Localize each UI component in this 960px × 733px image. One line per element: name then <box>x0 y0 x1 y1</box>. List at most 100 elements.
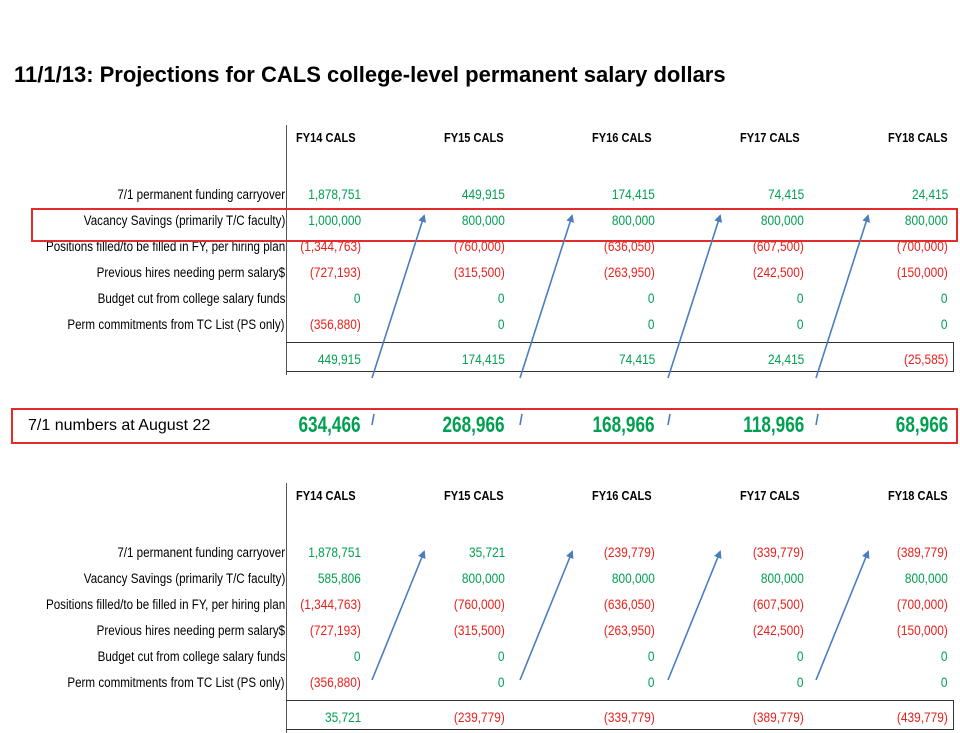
row-label: Vacancy Savings (primarily T/C faculty) <box>83 213 285 228</box>
column-header-4: FY17 CALS <box>740 488 800 503</box>
carryover-arrow <box>519 214 574 379</box>
table-cell: 0 <box>648 675 655 690</box>
total-cell: 449,915 <box>318 352 361 367</box>
row-label: Positions filled/to be filled in FY, per… <box>45 597 285 612</box>
total-cell: (25,585) <box>903 352 948 367</box>
august-value: 268,966 <box>442 412 505 437</box>
table-cell: 585,806 <box>318 571 361 586</box>
totals-box <box>286 342 954 372</box>
column-header-2: FY15 CALS <box>444 488 504 503</box>
table-cell: 800,000 <box>462 213 505 228</box>
table-cell: 35,721 <box>468 545 505 560</box>
row-label: Perm commitments from TC List (PS only) <box>67 317 285 332</box>
table-cell: 0 <box>648 649 655 664</box>
table-cell: 1,878,751 <box>308 187 361 202</box>
total-cell: 174,415 <box>462 352 505 367</box>
table-cell: (263,950) <box>604 623 655 638</box>
column-header-5: FY18 CALS <box>888 130 948 145</box>
column-header-5: FY18 CALS <box>888 488 948 503</box>
table-cell: (263,950) <box>604 265 655 280</box>
total-cell: 74,415 <box>618 352 655 367</box>
table-cell: (242,500) <box>753 623 804 638</box>
total-cell: 24,415 <box>767 352 804 367</box>
table-cell: 0 <box>941 317 948 332</box>
column-header-4: FY17 CALS <box>740 130 800 145</box>
august-value: 68,966 <box>895 412 948 437</box>
column-divider <box>286 125 287 375</box>
table-cell: 800,000 <box>612 571 655 586</box>
table-cell: (700,000) <box>897 597 948 612</box>
table-cell: 0 <box>498 675 505 690</box>
table-cell: (760,000) <box>454 239 505 254</box>
projection-table-1: FY14 CALS FY15 CALS FY16 CALS FY17 CALS FY18… <box>46 125 954 375</box>
table-cell: 800,000 <box>761 571 804 586</box>
table-cell: (315,500) <box>454 265 505 280</box>
table-cell: 800,000 <box>612 213 655 228</box>
row-label: Budget cut from college salary funds <box>97 649 285 664</box>
carryover-arrow <box>815 550 870 681</box>
table-cell: 74,415 <box>767 187 804 202</box>
table-cell: 0 <box>354 649 361 664</box>
table-cell: (1,344,763) <box>300 597 361 612</box>
table-cell: 800,000 <box>761 213 804 228</box>
table-cell: 800,000 <box>905 571 948 586</box>
table-cell: (150,000) <box>897 265 948 280</box>
carryover-arrow <box>371 550 426 681</box>
table-cell: 0 <box>648 291 655 306</box>
august-value: 168,966 <box>592 412 655 437</box>
column-header-2: FY15 CALS <box>444 130 504 145</box>
row-label: Perm commitments from TC List (PS only) <box>67 675 285 690</box>
row-label: Vacancy Savings (primarily T/C faculty) <box>83 571 285 586</box>
vacancy-savings-highlight-box <box>31 208 958 242</box>
table-cell: 24,415 <box>911 187 948 202</box>
arrow-stub <box>815 413 819 426</box>
table-cell: (356,880) <box>310 675 361 690</box>
row-label: Previous hires needing perm salary$ <box>96 265 285 280</box>
carryover-arrow <box>667 214 722 379</box>
table-cell: (1,344,763) <box>300 239 361 254</box>
column-header-1: FY14 CALS <box>296 130 356 145</box>
column-header-3: FY16 CALS <box>592 130 652 145</box>
table-cell: (339,779) <box>753 545 804 560</box>
table-cell: (150,000) <box>897 623 948 638</box>
table-cell: 800,000 <box>905 213 948 228</box>
table-cell: (636,050) <box>604 239 655 254</box>
row-label: 7/1 permanent funding carryover <box>117 187 285 202</box>
arrow-stub <box>519 413 523 426</box>
column-divider <box>286 483 287 733</box>
table-cell: (727,193) <box>310 623 361 638</box>
table-cell: (389,779) <box>897 545 948 560</box>
table-cell: 0 <box>797 317 804 332</box>
table-cell: 174,415 <box>612 187 655 202</box>
column-header-3: FY16 CALS <box>592 488 652 503</box>
table-cell: 0 <box>941 649 948 664</box>
row-label: Previous hires needing perm salary$ <box>96 623 285 638</box>
arrow-stub <box>371 413 375 426</box>
table-cell: 0 <box>498 291 505 306</box>
table-cell: (242,500) <box>753 265 804 280</box>
table-cell: 0 <box>498 649 505 664</box>
table-cell: 0 <box>941 675 948 690</box>
august-value: 118,966 <box>742 412 804 437</box>
table-cell: (727,193) <box>310 265 361 280</box>
august-value: 634,466 <box>298 412 361 437</box>
table-cell: 0 <box>941 291 948 306</box>
table-cell: 449,915 <box>462 187 505 202</box>
table-cell: 0 <box>498 317 505 332</box>
column-header-1: FY14 CALS <box>296 488 356 503</box>
row-label: 7/1 permanent funding carryover <box>117 545 285 560</box>
table-cell: (700,000) <box>897 239 948 254</box>
august-numbers-highlight-box <box>11 408 958 444</box>
slide-title: 11/1/13: Projections for CALS college-le… <box>14 62 726 87</box>
carryover-arrow <box>371 214 426 379</box>
table-cell: (239,779) <box>604 545 655 560</box>
table-cell: (636,050) <box>604 597 655 612</box>
row-label: Budget cut from college salary funds <box>97 291 285 306</box>
table-cell: 0 <box>797 649 804 664</box>
arrow-stub <box>667 413 671 426</box>
table-cell: (607,500) <box>753 597 804 612</box>
august-label: 7/1 numbers at August 22 <box>28 417 211 434</box>
table-cell: 0 <box>648 317 655 332</box>
